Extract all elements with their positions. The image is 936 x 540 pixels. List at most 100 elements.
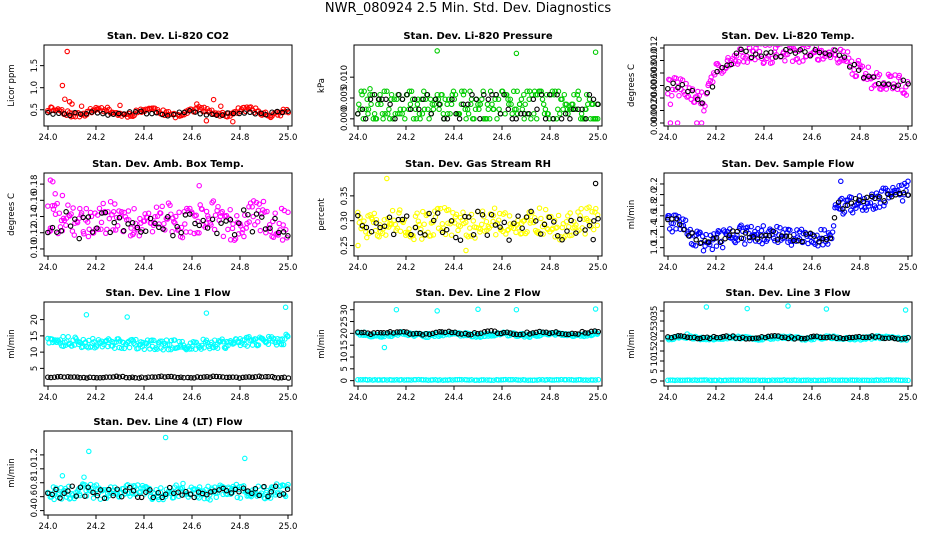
data-point — [713, 334, 720, 341]
data-point — [126, 344, 133, 351]
data-point — [752, 377, 758, 384]
data-point — [65, 202, 71, 208]
data-point — [799, 238, 805, 245]
data-point — [692, 99, 698, 105]
data-point — [417, 116, 423, 122]
data-point — [530, 330, 536, 336]
data-point — [206, 107, 213, 114]
x-tick-label: 24.4 — [755, 263, 774, 273]
data-point — [285, 209, 291, 216]
data-point — [116, 208, 122, 214]
data-point — [540, 101, 547, 108]
data-point — [116, 215, 123, 221]
data-point — [247, 109, 253, 116]
data-point — [504, 329, 510, 335]
data-point — [573, 230, 579, 236]
data-point — [702, 103, 708, 109]
data-point — [156, 224, 162, 231]
data-point — [546, 330, 553, 337]
panel-sampleflow: Stan. Dev. Sample Flow 24.0 24.2 24.4 24.6 24… — [627, 159, 917, 273]
data-point — [565, 331, 572, 338]
data-point — [774, 237, 781, 243]
data-point — [147, 487, 153, 493]
data-point — [436, 106, 442, 113]
data-point — [710, 79, 716, 85]
data-point — [55, 230, 61, 237]
data-point — [572, 330, 579, 337]
x-tick-label: 24.8 — [231, 133, 250, 143]
data-point — [575, 88, 581, 95]
plot-title: Stan. Dev. Line 3 Flow — [725, 288, 850, 299]
data-point — [182, 221, 188, 227]
data-point — [444, 111, 451, 117]
data-point — [230, 118, 236, 125]
data-point — [860, 75, 867, 81]
data-point — [516, 224, 522, 231]
data-point — [440, 111, 447, 117]
data-point — [49, 104, 55, 111]
data-point — [264, 208, 270, 215]
data-point — [100, 486, 107, 493]
data-point — [49, 491, 55, 498]
data-point — [554, 224, 560, 231]
data-point — [489, 101, 495, 108]
data-point — [743, 336, 749, 342]
data-point — [778, 53, 784, 60]
data-point — [437, 377, 443, 383]
data-point — [387, 101, 393, 108]
panel-boxtemp: Stan. Dev. Amb. Box Temp. 24.0 24.2 24.4 24.… — [7, 159, 297, 273]
y-tick-label: 0.000 — [650, 111, 660, 135]
data-point — [392, 116, 398, 122]
data-point — [267, 228, 274, 235]
data-point — [855, 57, 862, 64]
data-point — [522, 101, 528, 108]
x-tick-label: 24.8 — [541, 393, 560, 403]
data-point — [110, 209, 117, 215]
data-point — [567, 116, 573, 122]
data-point — [266, 222, 273, 228]
data-point — [886, 335, 892, 341]
data-point — [45, 374, 51, 380]
data-point — [876, 194, 883, 200]
data-point — [384, 88, 390, 95]
data-point — [280, 229, 287, 235]
data-point — [766, 377, 773, 384]
data-point — [80, 214, 86, 221]
data-point — [94, 225, 100, 231]
data-point — [223, 218, 229, 224]
data-point — [885, 191, 891, 198]
data-point — [162, 374, 168, 380]
data-point — [837, 335, 843, 341]
data-point — [167, 202, 173, 209]
data-point — [116, 374, 123, 380]
data-point — [67, 223, 74, 229]
y-tick-label: 0.4 — [30, 504, 40, 518]
data-point — [506, 101, 512, 108]
data-point — [698, 89, 705, 95]
data-point — [151, 219, 157, 226]
data-point — [219, 112, 226, 118]
data-point — [262, 111, 269, 118]
y-tick-label: 1.0 — [30, 462, 40, 476]
data-point — [223, 374, 230, 381]
y-axis-label: ml/min — [317, 329, 327, 359]
data-point — [393, 306, 400, 313]
data-point — [814, 232, 820, 239]
data-point — [717, 239, 724, 245]
data-point — [131, 230, 137, 236]
plot-title: Stan. Dev. Gas Stream RH — [405, 159, 551, 170]
data-point — [709, 84, 716, 90]
data-point — [285, 108, 291, 114]
data-point — [203, 112, 210, 118]
data-point — [139, 482, 146, 489]
data-point — [104, 226, 110, 233]
panel-line4: Stan. Dev. Line 4 (LT) Flow 24.0 24.2 24.4 2… — [7, 417, 297, 532]
data-point — [742, 230, 749, 236]
data-point — [391, 377, 397, 383]
data-point — [517, 331, 523, 338]
data-point — [166, 484, 173, 491]
data-point — [427, 233, 434, 239]
data-point — [800, 58, 806, 64]
data-point — [210, 373, 216, 380]
data-point — [176, 209, 182, 216]
